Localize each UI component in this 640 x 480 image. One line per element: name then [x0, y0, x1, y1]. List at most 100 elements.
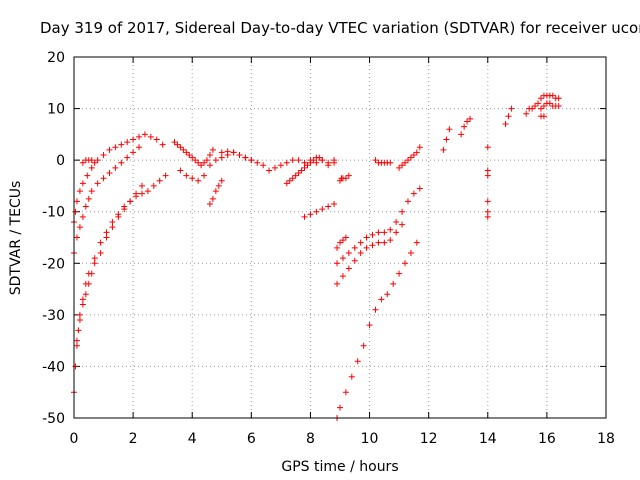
data-point: [372, 157, 379, 164]
data-point: [88, 164, 95, 171]
data-point: [319, 157, 326, 164]
data-point: [206, 151, 213, 158]
y-tick-label: -40: [42, 359, 65, 375]
data-point: [138, 182, 145, 189]
data-point: [76, 188, 83, 195]
data-point: [484, 208, 491, 215]
data-point: [549, 92, 556, 99]
data-point: [357, 239, 364, 246]
data-point: [88, 157, 95, 164]
data-point: [236, 151, 243, 158]
data-point: [381, 229, 388, 236]
data-point: [310, 157, 317, 164]
data-point: [307, 159, 314, 166]
data-point: [413, 149, 420, 156]
data-point: [384, 291, 391, 298]
data-point: [351, 244, 358, 251]
data-point: [484, 198, 491, 205]
data-point: [407, 154, 414, 161]
data-point: [360, 342, 367, 349]
data-point: [508, 105, 515, 112]
y-tick-label: -50: [42, 411, 65, 427]
data-point: [339, 237, 346, 244]
data-point: [375, 239, 382, 246]
data-point: [212, 157, 219, 164]
series-arc-2: [71, 144, 143, 256]
data-point: [410, 151, 417, 158]
data-point: [351, 257, 358, 264]
data-point: [136, 144, 143, 151]
data-point: [375, 229, 382, 236]
data-point: [440, 146, 447, 153]
data-point: [313, 208, 320, 215]
data-point: [292, 172, 299, 179]
data-point: [79, 213, 86, 220]
data-point: [171, 139, 178, 146]
series-arc-5: [79, 157, 98, 166]
y-tick-label: -30: [42, 308, 65, 324]
data-point: [177, 167, 184, 174]
data-point: [337, 404, 343, 411]
x-tick-label: 10: [361, 431, 379, 447]
data-point: [180, 146, 187, 153]
series-arc-9: [218, 148, 255, 164]
series-arc-1: [71, 131, 166, 226]
series-arc-15: [334, 221, 406, 287]
data-point: [484, 167, 491, 174]
data-point: [416, 185, 423, 192]
data-point: [124, 139, 131, 146]
data-point: [484, 144, 491, 151]
data-point: [393, 229, 400, 236]
data-point: [286, 177, 293, 184]
data-point: [260, 162, 267, 169]
data-point: [103, 234, 110, 241]
data-point: [535, 100, 542, 107]
data-point: [75, 327, 82, 334]
x-tick-label: 8: [306, 431, 315, 447]
series-arc-6: [171, 139, 216, 169]
series-arc-8: [206, 177, 225, 207]
data-point: [301, 213, 308, 220]
data-point: [342, 175, 349, 182]
data-point: [106, 146, 113, 153]
data-point: [348, 373, 355, 380]
data-point: [331, 159, 338, 166]
data-point: [443, 136, 450, 143]
y-tick-label: 10: [47, 102, 65, 118]
data-point: [301, 164, 308, 171]
data-point: [85, 280, 92, 287]
data-point: [342, 389, 349, 396]
data-point: [76, 224, 83, 231]
data-point: [84, 172, 91, 179]
data-point: [91, 159, 98, 166]
series-arc-4: [73, 182, 145, 344]
data-point: [366, 322, 373, 329]
x-tick-label: 14: [479, 431, 497, 447]
data-point: [363, 234, 370, 241]
data-point: [325, 203, 332, 210]
axis-ticks: 0 2 4 6 8 10 12 14 16 18 -50 -40 -30 -20 -10 0 10 20: [42, 50, 615, 447]
data-point: [73, 342, 80, 349]
data-point: [124, 154, 131, 161]
x-axis-label: GPS time / hours: [281, 459, 398, 475]
y-tick-label: -10: [42, 205, 65, 221]
data-point: [369, 242, 376, 249]
data-point: [79, 159, 86, 166]
data-point: [204, 157, 210, 164]
data-point: [94, 180, 101, 187]
series-arc-17: [372, 157, 394, 166]
data-point: [458, 131, 465, 138]
data-point: [413, 239, 420, 246]
data-point: [189, 175, 196, 182]
data-point: [505, 113, 512, 120]
data-point: [331, 200, 338, 207]
y-tick-label: -20: [42, 256, 65, 272]
data-point: [378, 296, 385, 303]
y-tick-label: 20: [47, 50, 65, 66]
data-point: [555, 95, 562, 102]
data-point: [254, 159, 261, 166]
data-point: [206, 200, 213, 207]
series-arc-23: [523, 100, 542, 117]
data-point: [381, 239, 388, 246]
data-point: [177, 144, 184, 151]
